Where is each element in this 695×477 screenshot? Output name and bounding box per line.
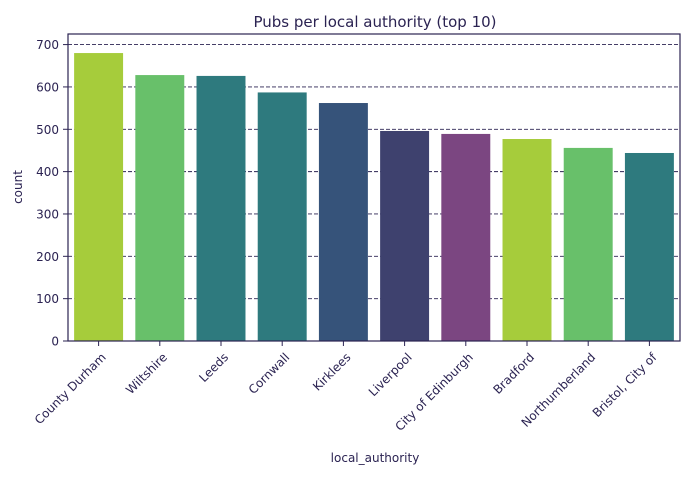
bar: [441, 133, 491, 341]
bar: [380, 130, 430, 341]
bar: [196, 75, 246, 341]
y-axis-title: count: [11, 170, 25, 204]
y-tick-label: 500: [36, 123, 59, 137]
y-tick-label: 700: [36, 38, 59, 52]
y-tick-label: 100: [36, 292, 59, 306]
bar: [624, 152, 674, 341]
x-tick-label: Wiltshire: [123, 350, 170, 397]
bar: [135, 75, 185, 341]
x-tick-label: Liverpool: [366, 350, 415, 399]
bar: [563, 147, 613, 341]
y-tick-label: 400: [36, 165, 59, 179]
x-axis-title: local_authority: [331, 451, 420, 465]
bar: [502, 139, 552, 341]
y-tick-label: 300: [36, 207, 59, 221]
x-tick-label: Cornwall: [246, 350, 293, 397]
bars: [74, 53, 674, 342]
plot-frame: [67, 33, 681, 342]
x-tick-label: Kirklees: [310, 350, 353, 393]
bar: [257, 92, 307, 342]
x-axis: County Durham Wiltshire Leeds Cornwall Kirkl…: [32, 341, 660, 434]
y-tick-label: 600: [36, 80, 59, 94]
x-tick-label: County Durham: [32, 350, 109, 427]
x-tick-label: Leeds: [196, 350, 231, 385]
x-tick-label: Bradford: [490, 350, 537, 397]
x-tick-label: Bristol, City of: [590, 350, 660, 420]
y-tick-label: 200: [36, 250, 59, 264]
y-tick-label: 0: [51, 335, 59, 349]
chart-title: Pubs per local authority (top 10): [253, 13, 496, 31]
bar: [74, 53, 124, 341]
y-axis: 0 100 200 300 400 500 600 700: [36, 38, 68, 349]
bar: [318, 103, 368, 342]
